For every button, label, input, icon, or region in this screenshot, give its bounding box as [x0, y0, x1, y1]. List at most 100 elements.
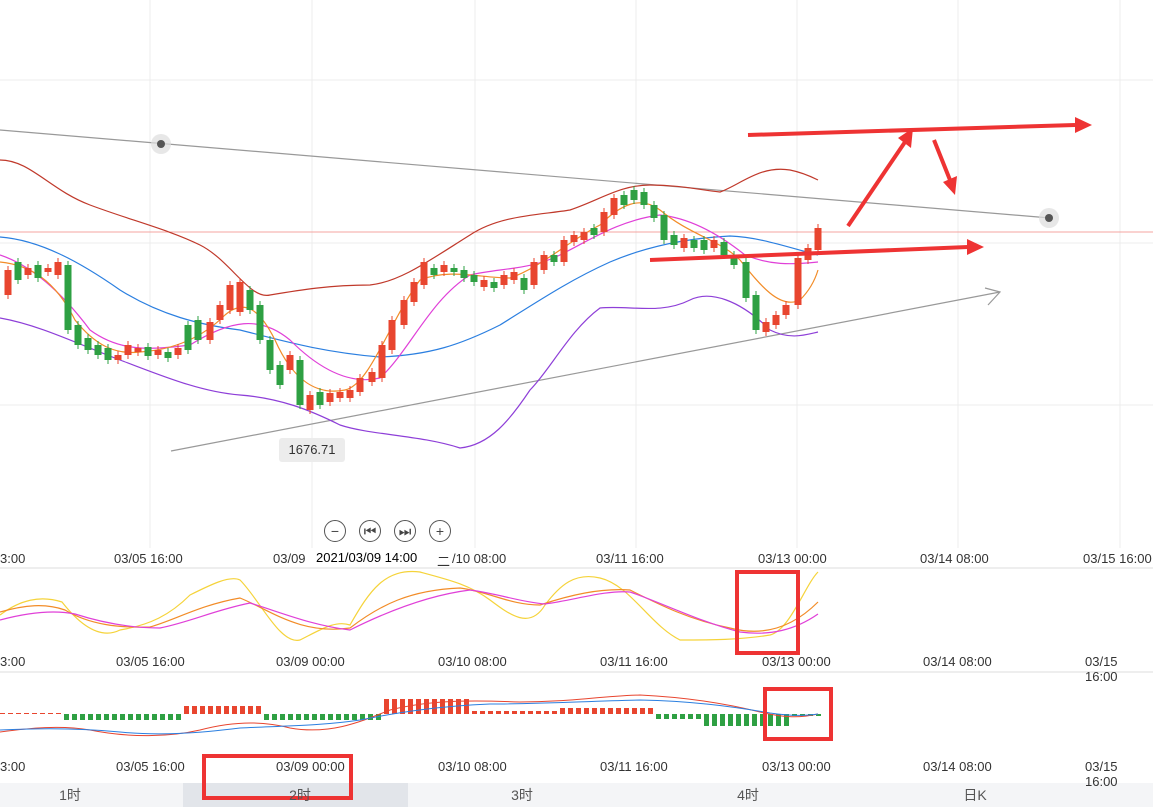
- candle-body: [510, 272, 518, 280]
- macd-bar: [720, 714, 725, 726]
- macd-bar: [784, 714, 789, 726]
- macd-bar: [56, 713, 61, 714]
- candle-body: [752, 295, 760, 330]
- macd-bar: [136, 714, 141, 720]
- trendline-handle-dot: [157, 140, 165, 148]
- zoom-in-button[interactable]: +: [429, 520, 451, 542]
- boll-upper-line: [0, 159, 819, 296]
- tick-label: 3:00: [0, 654, 26, 669]
- candle-body: [450, 268, 458, 272]
- candle-body: [690, 240, 698, 248]
- candle-body: [144, 347, 152, 356]
- macd-bar: [528, 711, 533, 714]
- candle-body: [84, 338, 92, 350]
- macd-bar: [768, 714, 773, 726]
- kdj-yellow-line: [0, 570, 819, 641]
- candle-body: [286, 355, 294, 370]
- macd-bar: [128, 714, 133, 720]
- macd-bar: [200, 706, 205, 714]
- tick-label: 03/09 00:00: [276, 654, 345, 669]
- candle-body: [184, 325, 192, 350]
- candle-body: [400, 300, 408, 325]
- macd-bar: [336, 714, 341, 720]
- candle-body: [24, 268, 32, 275]
- macd-bar: [8, 713, 13, 714]
- tick-label: 03/05 16:00: [116, 654, 185, 669]
- candle-body: [256, 305, 264, 340]
- tab-daily[interactable]: 日K: [963, 787, 987, 803]
- next-button[interactable]: ⏭: [394, 520, 416, 542]
- tick-label: 03/09: [273, 551, 306, 566]
- macd-bar: [728, 714, 733, 726]
- macd-bar: [704, 714, 709, 726]
- candle-body: [134, 348, 142, 352]
- candle-body: [124, 345, 132, 355]
- macd-bar: [688, 714, 693, 719]
- tick-label: 3:00: [0, 551, 26, 566]
- candle-body: [206, 322, 214, 340]
- macd-bar: [384, 699, 389, 714]
- macd-bar: [616, 708, 621, 714]
- candle-body: [4, 270, 12, 295]
- candle-body: [730, 255, 738, 265]
- macd-bar: [368, 714, 373, 720]
- macd-bar: [632, 708, 637, 714]
- candle-body: [640, 192, 648, 205]
- tick-label: 二: [437, 554, 451, 569]
- macd-bar: [32, 713, 37, 714]
- macd-bar: [232, 706, 237, 714]
- macd-bar: [744, 714, 749, 726]
- ma-orange-line: [0, 202, 819, 392]
- candle-body: [490, 282, 498, 288]
- candle-body: [782, 305, 790, 315]
- candle-body: [742, 262, 750, 298]
- macd-bar: [624, 708, 629, 714]
- tab-1h[interactable]: 1时: [59, 787, 81, 803]
- kdj-orange-line: [0, 587, 819, 632]
- macd-bar: [472, 711, 477, 714]
- candle-body: [174, 348, 182, 355]
- candle-body: [580, 232, 588, 240]
- candle-body: [356, 378, 364, 392]
- macd-bar: [760, 714, 765, 726]
- candle-body: [226, 285, 234, 310]
- macd-bar: [584, 708, 589, 714]
- macd-bar: [664, 714, 669, 719]
- candle-body: [710, 240, 718, 248]
- zoom-out-button[interactable]: −: [324, 520, 346, 542]
- macd-bar: [736, 714, 741, 726]
- candle-body: [500, 275, 508, 285]
- macd-bar: [96, 714, 101, 720]
- tick-label: /10 08:00: [452, 551, 507, 566]
- macd-bar: [464, 699, 469, 714]
- prev-button[interactable]: ⏮: [359, 520, 381, 542]
- macd-bar: [224, 706, 229, 714]
- macd-bar: [520, 711, 525, 714]
- tab-3h[interactable]: 3时: [511, 787, 533, 803]
- candle-body: [570, 235, 578, 242]
- candle-body: [378, 345, 386, 378]
- macd-bar: [600, 708, 605, 714]
- candle-body: [194, 320, 202, 340]
- macd-bar: [160, 714, 165, 720]
- macd-bar: [240, 706, 245, 714]
- macd-bar: [400, 699, 405, 714]
- candlesticks: [4, 186, 822, 414]
- tick-label: 03/11 16:00: [596, 551, 664, 566]
- macd-bar: [216, 706, 221, 714]
- tab-4h[interactable]: 4时: [737, 787, 759, 803]
- candle-body: [420, 262, 428, 285]
- macd-bar: [328, 714, 333, 720]
- macd-bar: [352, 714, 357, 720]
- macd-bar: [296, 714, 301, 720]
- candle-body: [54, 262, 62, 275]
- macd-bar: [752, 714, 757, 726]
- macd-bar: [64, 714, 69, 720]
- macd-bar: [680, 714, 685, 719]
- candle-body: [430, 268, 438, 275]
- candle-body: [610, 198, 618, 215]
- ma-magenta-line: [0, 214, 819, 381]
- candle-body: [660, 215, 668, 240]
- tab-2h[interactable]: 2时: [289, 787, 311, 803]
- macd-bar: [112, 714, 117, 720]
